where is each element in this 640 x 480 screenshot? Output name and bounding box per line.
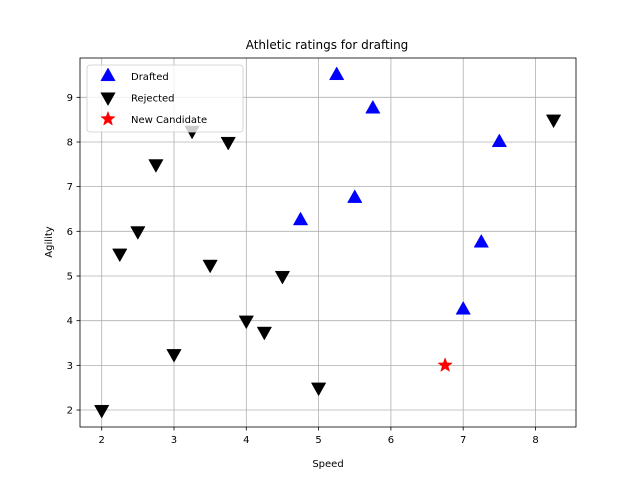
legend-marker-new-candidate xyxy=(100,110,116,126)
drafted-point xyxy=(473,233,489,248)
legend: Drafted Rejected New Candidate xyxy=(86,64,244,133)
legend-label-drafted: Drafted xyxy=(131,72,169,83)
rejected-point xyxy=(256,326,273,341)
legend-label-rejected: Rejected xyxy=(131,94,175,105)
x-tick-label: 7 xyxy=(460,435,466,446)
drafted-point xyxy=(365,99,381,114)
rejected-point xyxy=(166,349,182,363)
drafted-point xyxy=(491,133,507,148)
data-points xyxy=(94,66,562,419)
y-tick-label: 4 xyxy=(67,316,73,327)
rejected-point xyxy=(202,259,218,274)
y-tick-label: 3 xyxy=(67,361,73,372)
y-tick-label: 2 xyxy=(67,406,73,417)
y-tick-label: 9 xyxy=(67,93,73,104)
y-tick-label: 6 xyxy=(67,227,73,238)
legend-marker-rejected xyxy=(100,92,116,107)
plot-area-frame xyxy=(79,57,577,428)
rejected-point xyxy=(112,248,128,263)
x-tick-label: 5 xyxy=(315,435,321,446)
axis-ticks: 2 3 4 5 6 7 8 2 3 4 5 6 7 8 9 xyxy=(67,93,539,446)
rejected-point xyxy=(545,114,562,129)
drafted-point xyxy=(347,189,363,203)
rejected-point xyxy=(130,226,146,240)
rejected-point xyxy=(220,136,236,151)
y-axis-label: Agility xyxy=(44,226,55,257)
legend-box xyxy=(86,64,244,133)
drafted-point xyxy=(329,66,345,81)
x-tick-label: 6 xyxy=(388,435,394,446)
rejected-point xyxy=(94,404,110,419)
drafted-point xyxy=(292,211,309,226)
x-axis-label: Speed xyxy=(312,459,343,470)
grid xyxy=(80,58,576,427)
rejected-point xyxy=(310,382,327,397)
rejected-point xyxy=(148,159,164,173)
x-tick-label: 2 xyxy=(99,435,105,446)
legend-marker-drafted xyxy=(100,67,116,82)
rejected-point xyxy=(238,315,254,330)
y-tick-label: 8 xyxy=(67,137,73,148)
rejected-point xyxy=(274,270,291,285)
new-candidate-point xyxy=(437,357,453,373)
legend-label-new-candidate: New Candidate xyxy=(131,115,207,126)
drafted-point xyxy=(455,301,471,315)
y-tick-label: 5 xyxy=(67,272,73,283)
y-tick-label: 7 xyxy=(67,182,73,193)
x-tick-label: 8 xyxy=(532,435,538,446)
chart-title: Athletic ratings for drafting xyxy=(246,38,409,52)
x-tick-label: 4 xyxy=(243,435,249,446)
x-tick-label: 3 xyxy=(171,435,177,446)
